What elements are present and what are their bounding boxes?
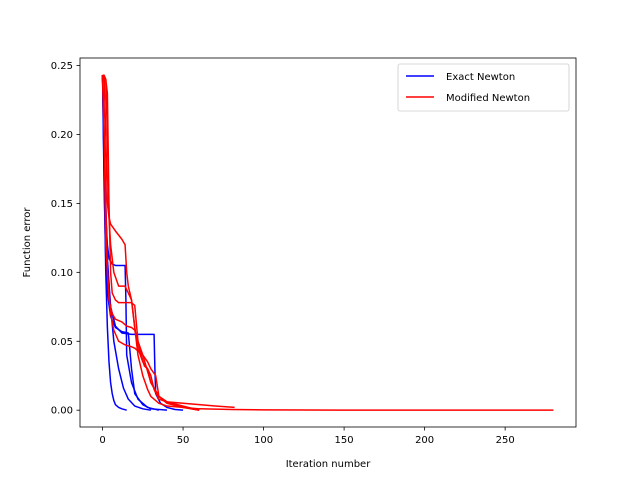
legend-label-modified-newton: Modified Newton xyxy=(446,93,530,104)
y-tick-label: 0.10 xyxy=(51,268,73,279)
x-tick-label: 150 xyxy=(335,435,354,446)
x-tick-label: 200 xyxy=(415,435,434,446)
x-tick-label: 250 xyxy=(496,435,515,446)
series-layer xyxy=(101,74,554,411)
y-tick-label: 0.00 xyxy=(51,406,73,417)
y-tick-label: 0.25 xyxy=(51,61,73,72)
plot-frame xyxy=(79,57,577,428)
legend: Exact Newton Modified Newton xyxy=(397,63,570,112)
series-line-exact-newton-5 xyxy=(101,75,168,411)
y-axis-label: Function error xyxy=(22,207,33,278)
series-line-modified-newton-10 xyxy=(101,75,200,411)
series-line-modified-newton-6 xyxy=(102,74,554,411)
y-tick-label: 0.20 xyxy=(51,130,73,141)
x-tick-label: 50 xyxy=(177,435,190,446)
legend-label-exact-newton: Exact Newton xyxy=(446,72,515,83)
x-tick-label: 0 xyxy=(99,435,105,446)
y-axis: 0.00 0.05 0.10 0.15 0.20 0.25 xyxy=(51,61,80,417)
x-tick-label: 100 xyxy=(254,435,273,446)
y-tick-label: 0.15 xyxy=(51,199,73,210)
x-axis: 0 50 100 150 200 250 xyxy=(99,427,515,446)
legend-box xyxy=(397,63,570,112)
y-tick-label: 0.05 xyxy=(51,337,73,348)
x-axis-label: Iteration number xyxy=(286,459,372,470)
